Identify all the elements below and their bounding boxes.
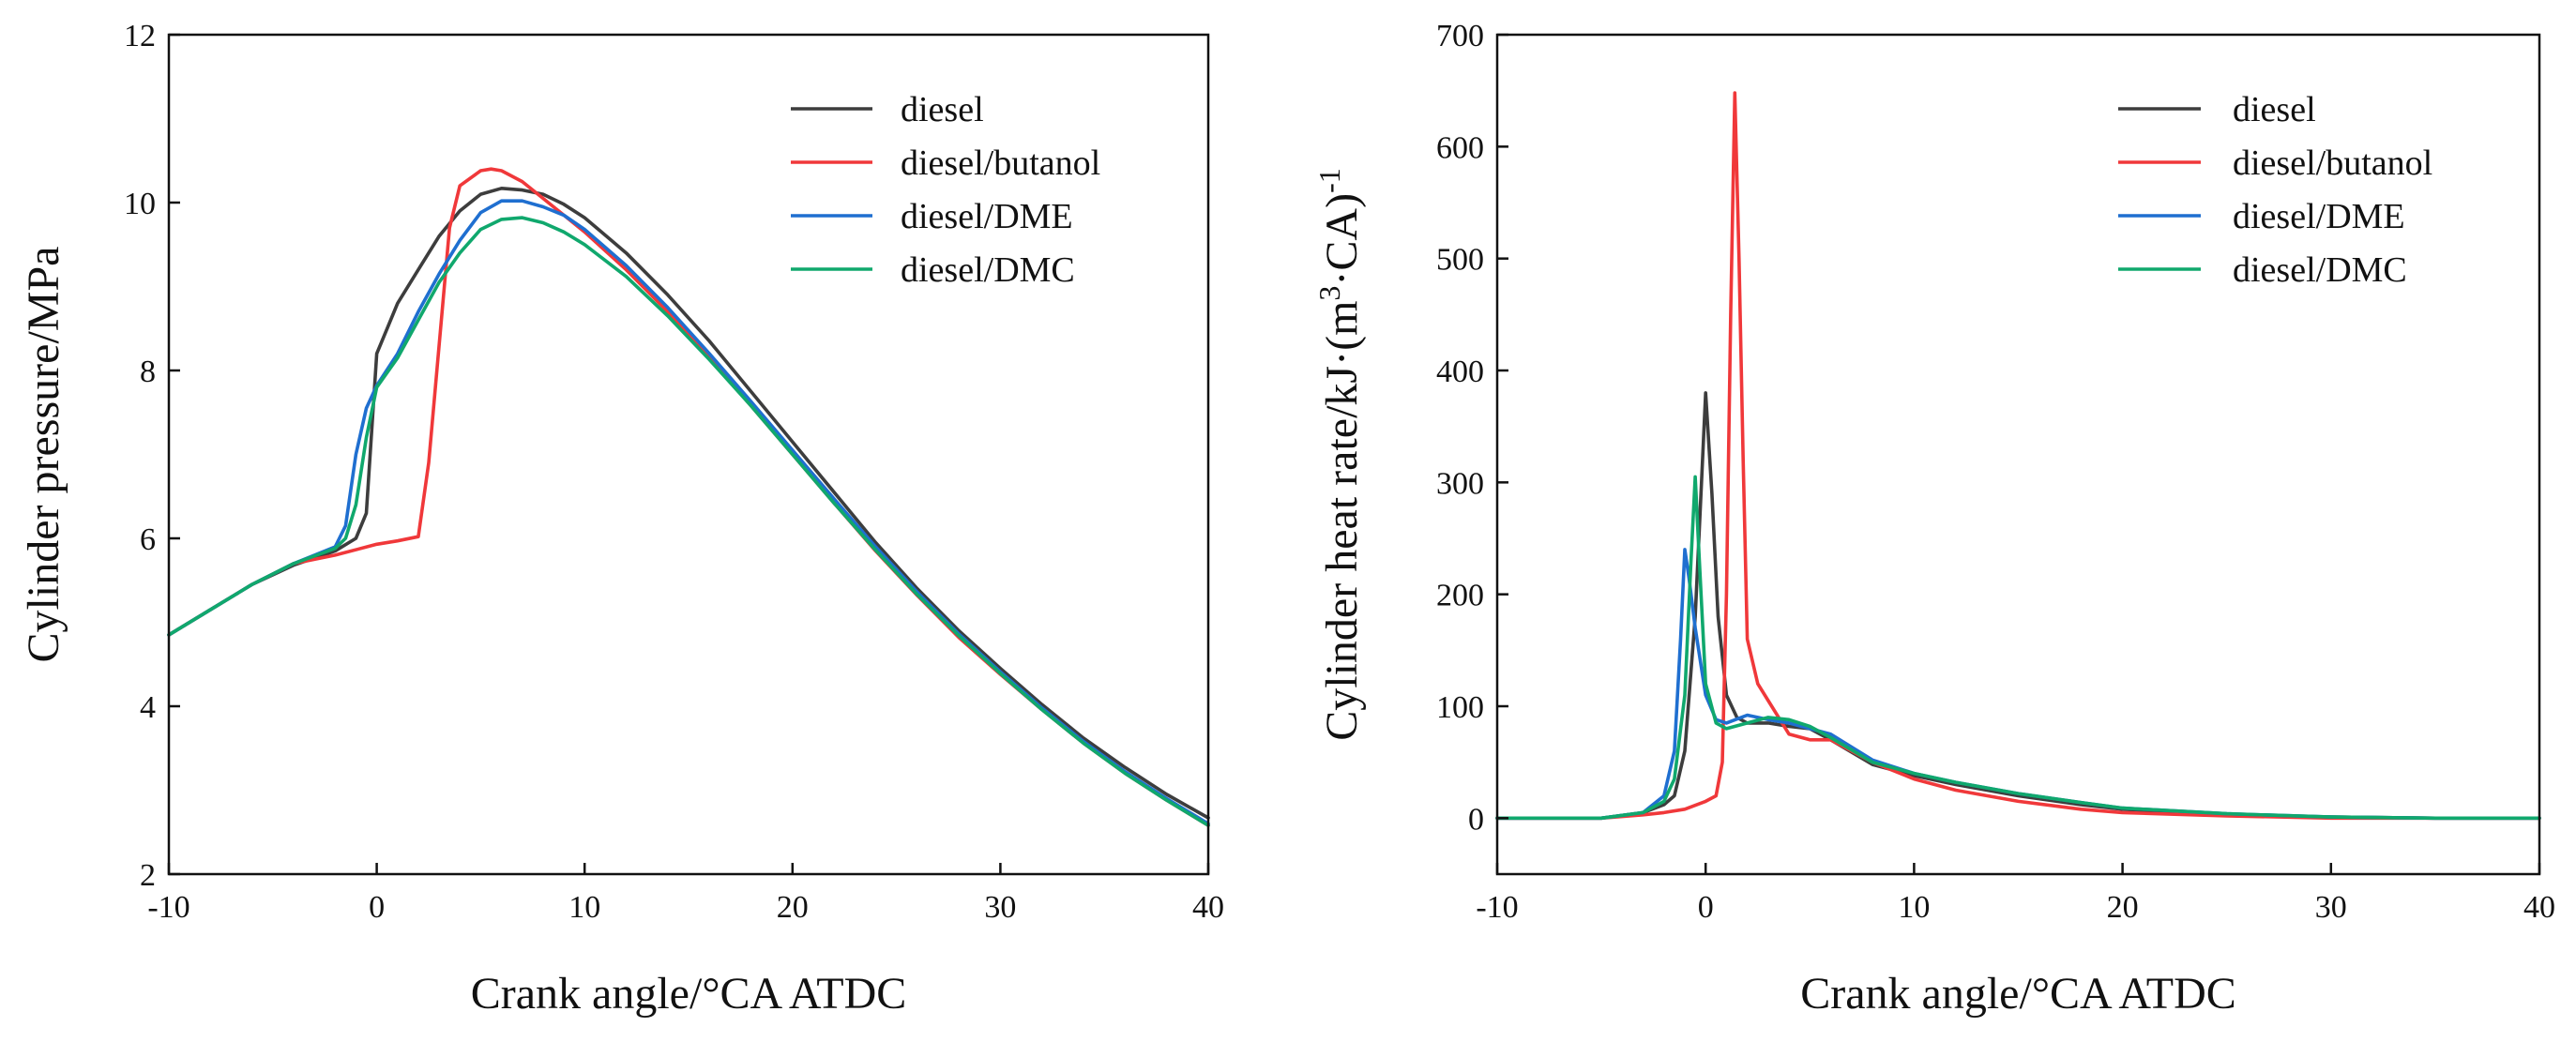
- x-tick-label: 40: [2523, 890, 2555, 925]
- cylinder-pressure-chart: -10 0 10 20 30 40 2 4 6 8 10 12 Crank angle/°CA ATDC…: [19, 19, 1224, 1019]
- legend-label: diesel/butanol: [2233, 143, 2432, 183]
- x-axis-title: Crank angle/°CA ATDC: [471, 969, 907, 1019]
- y-tick-label: 4: [140, 690, 156, 725]
- y-tick-label: 6: [140, 522, 156, 557]
- x-tick-label: 30: [984, 890, 1016, 925]
- y-tick-label: 600: [1436, 130, 1484, 165]
- series-line-diesel-dmc: [167, 216, 1210, 827]
- y-tick-label: 700: [1436, 19, 1484, 53]
- y-tick-label: 12: [124, 19, 156, 53]
- y-tick-label: 400: [1436, 355, 1484, 389]
- y-axis-title: Cylinder heat rate/kJ·(m3·CA)-1: [1312, 168, 1367, 740]
- x-tick-label: 20: [2107, 890, 2139, 925]
- legend-label: diesel/DME: [2233, 197, 2405, 236]
- y-tick-label: 8: [140, 355, 156, 389]
- legend-label: diesel/DME: [901, 197, 1073, 236]
- y-axis-title-superscript: -1: [1312, 168, 1346, 193]
- series-line-diesel: [1495, 391, 2541, 821]
- x-tick-label: -10: [1476, 890, 1518, 925]
- y-axis-title-superscript: 3: [1312, 286, 1346, 301]
- legend-label: diesel: [901, 90, 984, 129]
- x-tick-label: 10: [1898, 890, 1930, 925]
- legend-label: diesel/DMC: [2233, 250, 2407, 290]
- x-tick-label: -10: [147, 890, 189, 925]
- y-tick-label: 100: [1436, 690, 1484, 725]
- x-tick-label: 40: [1192, 890, 1224, 925]
- y-tick-label: 2: [140, 858, 156, 893]
- plot-frame: [1495, 33, 2541, 876]
- heat-release-rate-chart: -10 0 10 20 30 400100200300400500600700Crank …: [1312, 19, 2555, 1019]
- x-axis-title: Crank angle/°CA ATDC: [1800, 969, 2236, 1019]
- series-line-diesel: [167, 187, 1210, 820]
- series-line-diesel-dme: [1495, 548, 2541, 821]
- y-axis-title: Cylinder pressure/MPa: [19, 247, 68, 663]
- series-line-diesel-dmc: [1495, 475, 2541, 821]
- x-tick-label: 10: [568, 890, 600, 925]
- series-line-diesel-dme: [167, 199, 1210, 826]
- x-tick-label: 0: [1698, 890, 1714, 925]
- y-tick-label: 500: [1436, 243, 1484, 278]
- y-tick-label: 200: [1436, 579, 1484, 613]
- y-axis-title-part: ·CA): [1317, 193, 1367, 286]
- y-tick-label: 300: [1436, 466, 1484, 501]
- y-tick-label: 10: [124, 187, 156, 221]
- x-tick-label: 0: [369, 890, 385, 925]
- legend-label: diesel/butanol: [901, 143, 1100, 183]
- plot-frame: [167, 33, 1210, 876]
- legend-label: diesel: [2233, 90, 2316, 129]
- y-tick-label: 0: [1468, 802, 1484, 837]
- y-axis-title-part: Cylinder heat rate/kJ·(m: [1317, 301, 1367, 741]
- legend-label: diesel/DMC: [901, 250, 1075, 290]
- series-line-diesel-butanol: [1495, 91, 2541, 821]
- x-tick-label: 20: [777, 890, 809, 925]
- x-tick-label: 30: [2315, 890, 2347, 925]
